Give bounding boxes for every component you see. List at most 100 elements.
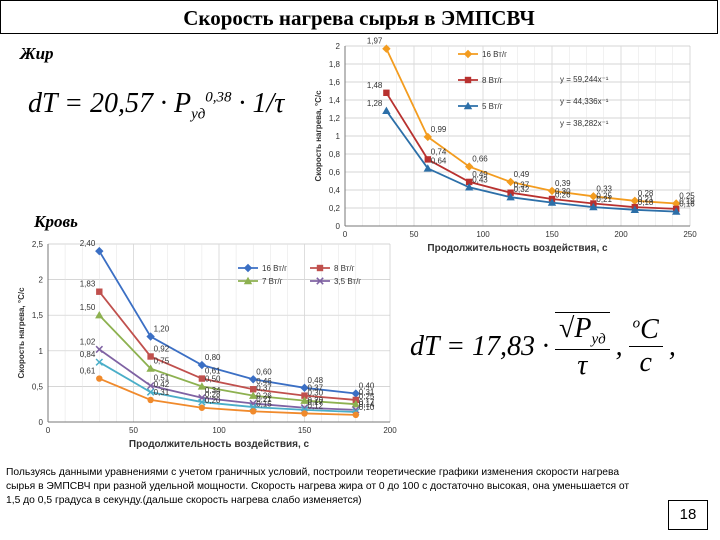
data-label: 0,20: [205, 396, 221, 405]
y-tick-label: 0,2: [329, 204, 341, 213]
y-tick-label: 0,8: [329, 150, 341, 159]
line: [385, 92, 677, 210]
legend-marker: [316, 264, 324, 272]
data-label: 0,39: [555, 179, 571, 188]
data-label: 0,61: [205, 367, 221, 376]
x-tick-label: 200: [614, 230, 628, 239]
marker: [146, 381, 155, 390]
formula-part: уд: [591, 331, 606, 348]
annotation: y = 44,336x⁻¹: [560, 97, 609, 106]
legend-label: 5 Вт/г: [482, 102, 503, 111]
data-label: 0,37: [514, 181, 530, 190]
marker: [146, 332, 155, 341]
y-tick-label: 0: [336, 222, 341, 231]
formula-part: · 1/τ: [238, 88, 285, 119]
y-tick-label: 1: [39, 347, 44, 356]
marker: [589, 202, 598, 211]
y-axis-title: Скорость нагрева, °С/с: [17, 287, 26, 379]
y-tick-label: 1,2: [329, 114, 341, 123]
legend-marker: [463, 49, 473, 59]
marker: [95, 246, 104, 256]
data-label: 0,16: [679, 200, 695, 209]
data-label: 0,51: [154, 374, 170, 383]
marker: [351, 400, 360, 408]
marker: [300, 396, 309, 404]
data-label: 0,66: [472, 155, 488, 164]
data-label: 1,48: [367, 81, 383, 90]
marker: [95, 345, 104, 354]
fraction: √Pуд τ: [554, 312, 610, 382]
marker: [198, 404, 206, 411]
marker: [465, 183, 474, 191]
y-tick-label: 1,8: [329, 60, 341, 69]
formula-part: dT = 20,57 · P: [28, 88, 192, 119]
marker: [630, 205, 639, 213]
data-label: 0,33: [596, 184, 612, 193]
line: [98, 361, 356, 413]
annotation: y = 59,244x⁻¹: [560, 75, 609, 84]
formula-part: 0,38: [205, 89, 232, 106]
formula-part: уд: [191, 106, 206, 123]
data-label: 0,26: [256, 391, 272, 400]
legend-label: 16 Вт/г: [262, 264, 287, 273]
marker: [96, 375, 103, 382]
data-label: 0,43: [472, 175, 488, 184]
data-label: 1,20: [154, 325, 170, 334]
fraction: oC c: [628, 314, 663, 379]
data-label: 0,84: [80, 350, 96, 359]
marker: [95, 311, 104, 319]
marker: [466, 178, 473, 186]
data-label: 0,20: [308, 396, 324, 405]
marker: [423, 132, 432, 142]
formula-part: c: [639, 347, 652, 379]
data-label: 0,40: [359, 382, 375, 391]
data-label: 0,10: [359, 403, 375, 412]
data-label: 1,02: [80, 337, 96, 346]
line: [98, 377, 356, 416]
marker: [506, 177, 515, 187]
marker: [249, 391, 258, 399]
marker: [672, 207, 681, 215]
marker: [630, 196, 639, 205]
marker: [382, 106, 391, 114]
marker: [672, 199, 681, 208]
data-label: 0,37: [256, 384, 272, 393]
data-label: 0,21: [256, 395, 272, 404]
legend-marker: [464, 76, 472, 84]
marker: [423, 164, 432, 172]
data-label: 0,30: [555, 187, 571, 196]
data-label: 0,50: [205, 374, 221, 383]
data-label: 0,31: [359, 388, 375, 397]
legend-marker: [316, 277, 324, 285]
data-label: 0,18: [638, 198, 654, 207]
legend-label: 3,5 Вт/г: [334, 277, 361, 286]
x-tick-label: 150: [545, 230, 559, 239]
data-label: 0,31: [154, 388, 170, 397]
data-label: 0,99: [431, 125, 447, 134]
y-tick-label: 0,4: [329, 186, 341, 195]
x-tick-label: 0: [343, 230, 348, 239]
legend-label: 16 Вт/г: [482, 50, 507, 59]
y-tick-label: 1: [336, 132, 341, 141]
marker: [250, 386, 257, 393]
slide-title: Скорость нагрева сырья в ЭМПСВЧ: [0, 0, 718, 34]
line: [98, 314, 356, 406]
marker: [249, 375, 258, 384]
data-label: 0,49: [514, 170, 530, 179]
marker: [465, 162, 474, 171]
x-tick-label: 250: [683, 230, 697, 239]
x-tick-label: 0: [46, 426, 51, 435]
x-tick-label: 100: [212, 426, 226, 435]
y-tick-label: 2: [336, 42, 341, 51]
formula-part: C: [640, 314, 659, 346]
y-axis-title: Скорость нагрева, °С/с: [314, 90, 323, 182]
x-tick-label: 50: [410, 230, 419, 239]
legend-label: 7 Вт/г: [262, 277, 283, 286]
marker: [506, 193, 515, 201]
data-label: 0,19: [679, 197, 695, 206]
data-label: 1,50: [80, 303, 96, 312]
data-label: 1,97: [367, 37, 383, 46]
data-label: 0,42: [154, 380, 170, 389]
data-label: 0,34: [205, 386, 221, 395]
marker: [507, 189, 514, 196]
